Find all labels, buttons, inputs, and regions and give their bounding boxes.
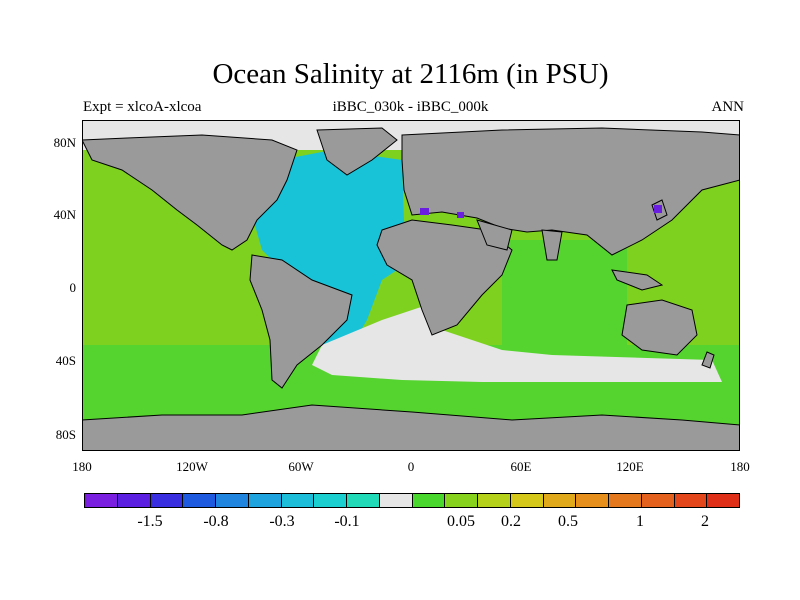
colorbar-box xyxy=(150,494,184,507)
lon-label-60e: 60E xyxy=(510,459,532,474)
colorbar-label: 0.5 xyxy=(558,513,578,530)
colorbar-label: -1.5 xyxy=(137,513,163,530)
colorbar-box xyxy=(478,494,511,507)
colorbar-box xyxy=(576,494,609,507)
colorbar-box xyxy=(183,494,216,507)
colorbar-box xyxy=(543,494,577,507)
land-masses xyxy=(82,127,740,451)
colorbar-box xyxy=(216,494,249,507)
colorbar-label: -0.1 xyxy=(334,513,360,530)
lon-label-120w: 120W xyxy=(176,459,208,474)
colorbar-box xyxy=(641,494,675,507)
comparison-label: iBBC_030k - iBBC_000k xyxy=(332,99,489,115)
colorbar-box xyxy=(379,494,413,507)
lat-label-40s: 40S xyxy=(55,353,76,368)
colorbar-box xyxy=(117,494,151,507)
colorbar-label: 0.05 xyxy=(447,513,475,530)
map-frame xyxy=(82,120,740,451)
atlantic-negative-field xyxy=(252,150,412,350)
colorbar xyxy=(84,493,740,508)
southern-near-zero-field xyxy=(312,305,722,382)
colorbar-box xyxy=(674,494,708,507)
colorbar-box xyxy=(510,494,544,507)
map-canvas xyxy=(82,120,740,451)
colorbar-label: -0.8 xyxy=(203,513,229,530)
lon-label-180w: 180 xyxy=(72,459,92,474)
lat-label-eq: 0 xyxy=(69,280,77,295)
colorbar-box xyxy=(707,494,739,507)
lat-label-40n: 40N xyxy=(53,207,76,222)
colorbar-label: 2 xyxy=(701,513,709,530)
lon-label-180e: 180 xyxy=(730,459,750,474)
colorbar-box xyxy=(85,494,118,507)
colorbar-label: 1 xyxy=(636,513,644,530)
colorbar-box xyxy=(347,494,380,507)
salinity-map xyxy=(82,120,740,451)
colorbar-box xyxy=(609,494,642,507)
colorbar-box xyxy=(445,494,478,507)
colorbar-box xyxy=(412,494,446,507)
strong-negative-patches xyxy=(420,205,662,218)
map-title: Ocean Salinity at 2116m (in PSU) xyxy=(212,58,609,90)
indian-ocean-field xyxy=(502,240,627,360)
lon-label-0: 0 xyxy=(407,459,415,474)
colorbar-label: -0.3 xyxy=(269,513,295,530)
lon-label-60w: 60W xyxy=(288,459,314,474)
lon-label-120e: 120E xyxy=(616,459,644,474)
colorbar-box xyxy=(314,494,347,507)
lat-label-80n: 80N xyxy=(53,135,76,150)
colorbar-label: 0.2 xyxy=(501,513,521,530)
experiment-label: Expt = xlcoA-xlcoa xyxy=(83,99,202,115)
colorbar-box xyxy=(281,494,315,507)
season-label: ANN xyxy=(711,99,745,115)
lat-label-80s: 80S xyxy=(55,427,76,442)
colorbar-box xyxy=(248,494,282,507)
